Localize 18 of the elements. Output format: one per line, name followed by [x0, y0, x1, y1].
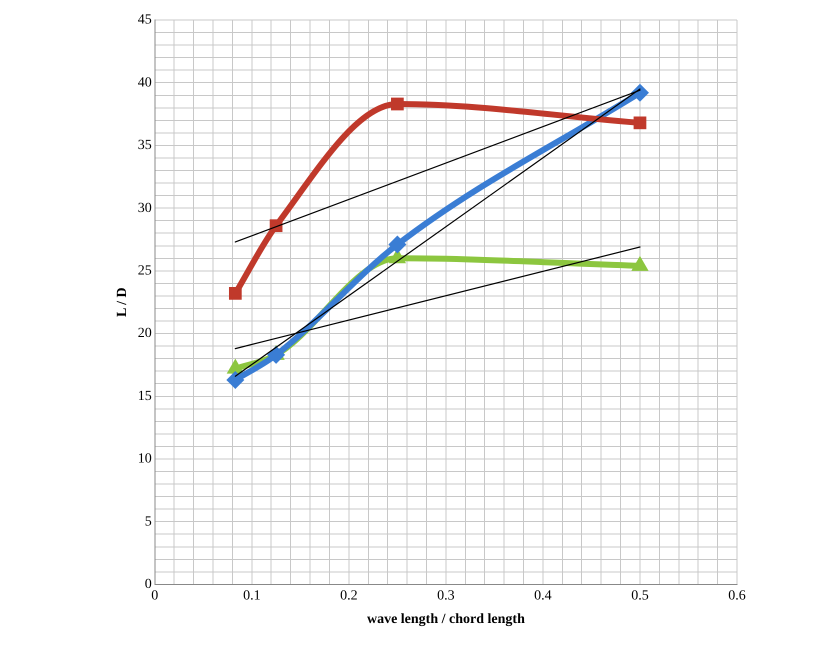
y-tick-label: 10 [138, 452, 152, 467]
y-tick-label: 35 [138, 138, 152, 154]
y-tick-label: 0 [144, 577, 152, 592]
x-tick-label: 0.4 [534, 588, 552, 604]
y-tick-label: 45 [138, 12, 152, 28]
y-axis-title: L / D [115, 287, 130, 317]
y-tick-label: 5 [144, 514, 152, 530]
y-tick-label: 40 [138, 75, 152, 90]
x-tick-label: 0.3 [437, 588, 455, 604]
x-tick-label: 0.6 [728, 588, 746, 604]
y-tick-label: 20 [138, 326, 152, 342]
y-tick-label: 15 [138, 388, 152, 404]
x-tick-label: 0.5 [631, 588, 649, 604]
x-tick-label: 0.2 [340, 588, 358, 604]
y-tick-label: 25 [138, 264, 152, 279]
y-tick-label: 30 [138, 200, 152, 216]
x-axis-title: wave length / chord length [366, 612, 526, 628]
x-tick-label: 0.1 [243, 588, 261, 604]
